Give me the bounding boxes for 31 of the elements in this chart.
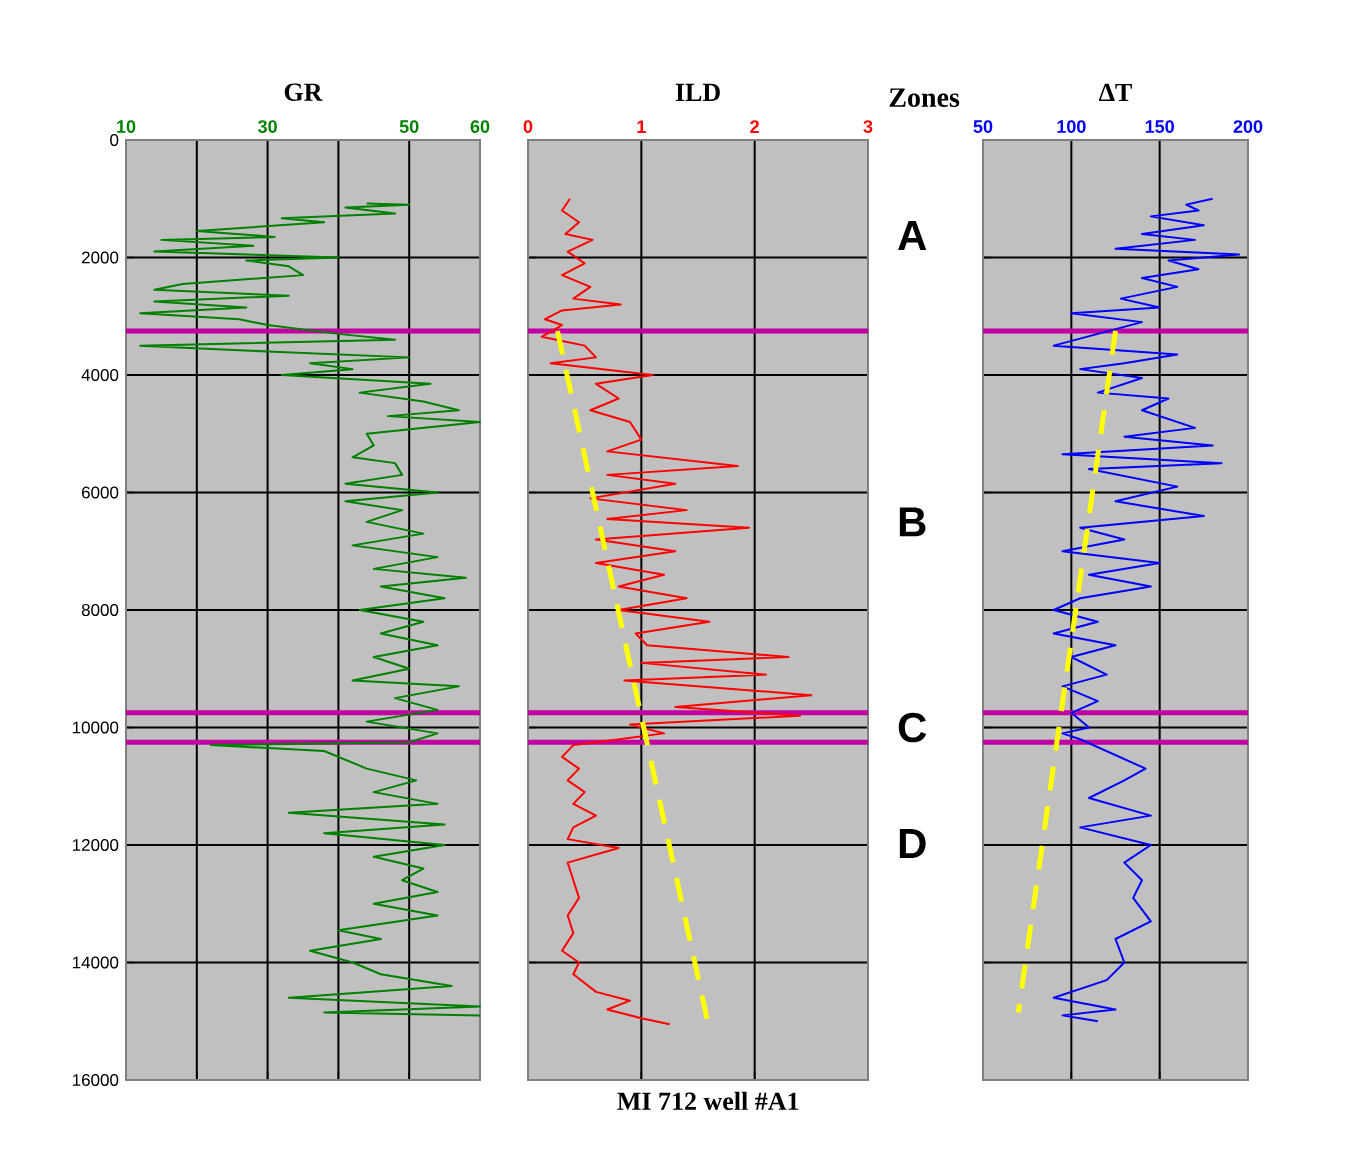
x-tick-label: 50 (973, 120, 993, 133)
x-tick-label: 60 (470, 120, 490, 133)
x-tick-label: 30 (258, 120, 277, 133)
y-tick-label: 2000 (81, 251, 119, 264)
chart-title: ΔT (1099, 83, 1132, 101)
text: A (898, 221, 927, 250)
y-tick-label: 0 (110, 134, 119, 147)
text: MI 712 well #A1 (617, 1091, 799, 1111)
x-tick-label: 3 (863, 120, 873, 133)
text: Zones (889, 88, 960, 108)
x-tick-label: 100 (1057, 120, 1086, 133)
y-tick-label: 14000 (72, 956, 119, 969)
chart-title: GR (284, 83, 323, 101)
x-tick-label: 150 (1145, 120, 1174, 133)
y-tick-label: 10000 (72, 721, 119, 734)
x-tick-label: 2 (750, 120, 759, 133)
x-tick-label: 200 (1233, 120, 1263, 133)
x-tick-label: 1 (637, 120, 646, 133)
x-tick-label: 10 (117, 120, 136, 133)
y-tick-label: 12000 (72, 838, 119, 852)
y-tick-label: 16000 (72, 1073, 119, 1087)
y-tick-label: 6000 (82, 486, 119, 499)
x-tick-label: 0 (523, 120, 533, 133)
text: B (899, 507, 926, 537)
text: C (898, 712, 927, 743)
x-tick-label: 50 (399, 120, 419, 133)
y-tick-label: 4000 (81, 369, 119, 382)
y-tick-label: 8000 (81, 603, 119, 617)
chart-title: ILD (675, 83, 720, 101)
line-series (139, 202, 481, 1017)
text: D (899, 829, 926, 858)
